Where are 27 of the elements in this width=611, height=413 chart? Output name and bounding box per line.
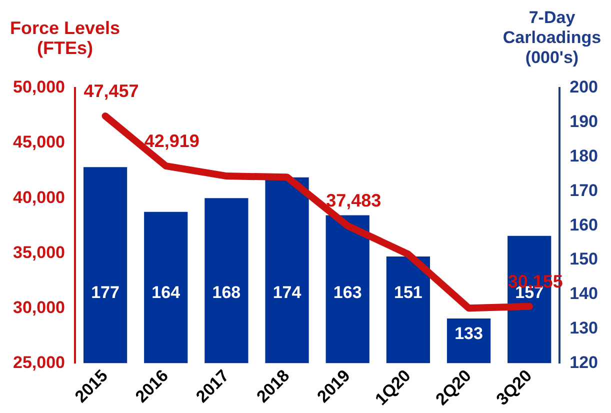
y2-tick-label: 180 [570, 146, 598, 166]
y2-tick-label: 190 [570, 112, 598, 132]
y2-tick-label: 170 [570, 180, 598, 200]
data-label: 163 [333, 282, 362, 302]
data-label: 177 [91, 282, 120, 302]
y2-axis-title: 7-Day Carloadings (000's) [502, 8, 602, 68]
data-label: 168 [212, 282, 241, 302]
y-tick-label: 30,000 [12, 298, 65, 317]
y2-tick-label: 120 [570, 352, 598, 372]
y-tick-label: 45,000 [12, 132, 65, 152]
y2-tick-label: 140 [570, 284, 598, 304]
y2-tick-label: 130 [570, 318, 598, 338]
data-label: 174 [272, 282, 302, 302]
data-label: 37,483 [326, 190, 382, 211]
y2-tick-label: 160 [570, 215, 598, 234]
y-tick-label: 25,000 [12, 352, 65, 372]
y2-tick-label: 200 [570, 78, 598, 97]
y-axis-title: Force Levels (FTEs) [8, 18, 122, 58]
data-label: 133 [454, 324, 483, 344]
y2-tick-label: 150 [570, 250, 598, 269]
data-label: 47,457 [84, 80, 139, 101]
data-label: 164 [152, 282, 181, 302]
y-tick-label: 35,000 [12, 242, 65, 262]
y-tick-label: 40,000 [12, 188, 65, 207]
y-tick-label: 50,000 [12, 78, 65, 97]
data-label: 151 [394, 282, 422, 302]
data-label: 42,919 [144, 130, 200, 151]
